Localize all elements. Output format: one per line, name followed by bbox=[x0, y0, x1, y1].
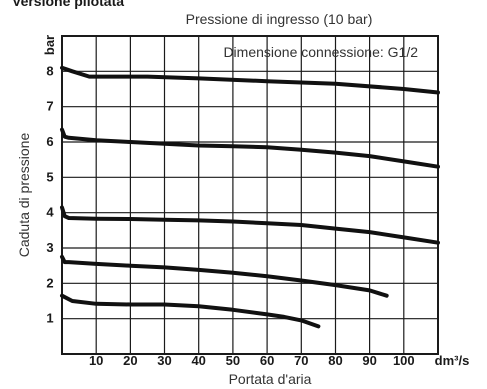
y-unit-label: bar bbox=[42, 35, 57, 55]
x-tick-label: 100 bbox=[393, 353, 415, 368]
y-tick-label: 2 bbox=[46, 275, 53, 290]
series-line-5 bbox=[60, 293, 321, 329]
plot-frame bbox=[61, 35, 439, 355]
x-tick-label: 30 bbox=[157, 353, 171, 368]
section-heading: Versione pilotata bbox=[12, 0, 124, 9]
y-tick-label: 5 bbox=[46, 169, 53, 184]
x-tick-label: 80 bbox=[328, 353, 342, 368]
y-tick-label: 6 bbox=[46, 134, 53, 149]
y-axis-label: Caduta di pressione bbox=[16, 133, 32, 258]
y-tick-labels: 1 2 3 4 5 6 7 8 bbox=[46, 63, 54, 325]
y-tick-label: 1 bbox=[46, 311, 53, 326]
y-tick-label: 4 bbox=[46, 205, 54, 220]
series-line-4 bbox=[60, 254, 389, 298]
connection-size-annotation: Dimensione connessione: G1/2 bbox=[223, 44, 418, 60]
series-line-3 bbox=[60, 205, 440, 245]
x-tick-label: 60 bbox=[260, 353, 274, 368]
x-tick-label: 20 bbox=[123, 353, 137, 368]
chart-title: Pressione di ingresso (10 bar) bbox=[186, 11, 373, 27]
y-tick-label: 8 bbox=[46, 63, 53, 78]
y-tick-label: 3 bbox=[46, 240, 53, 255]
x-tick-label: 40 bbox=[191, 353, 205, 368]
y-tick-label: 7 bbox=[46, 99, 53, 114]
series-group bbox=[60, 65, 440, 329]
x-tick-label: 10 bbox=[89, 353, 103, 368]
series-line-2 bbox=[60, 127, 440, 169]
x-tick-label: 90 bbox=[362, 353, 376, 368]
x-axis-label: Portata d'aria bbox=[229, 371, 312, 387]
series-line-1 bbox=[60, 65, 440, 95]
x-tick-labels: 10 20 30 40 50 60 70 80 90 100 bbox=[89, 353, 415, 368]
x-tick-label: 70 bbox=[294, 353, 308, 368]
x-tick-label: 50 bbox=[226, 353, 240, 368]
x-unit-label: dm³/s bbox=[435, 353, 470, 368]
grid bbox=[62, 36, 438, 354]
